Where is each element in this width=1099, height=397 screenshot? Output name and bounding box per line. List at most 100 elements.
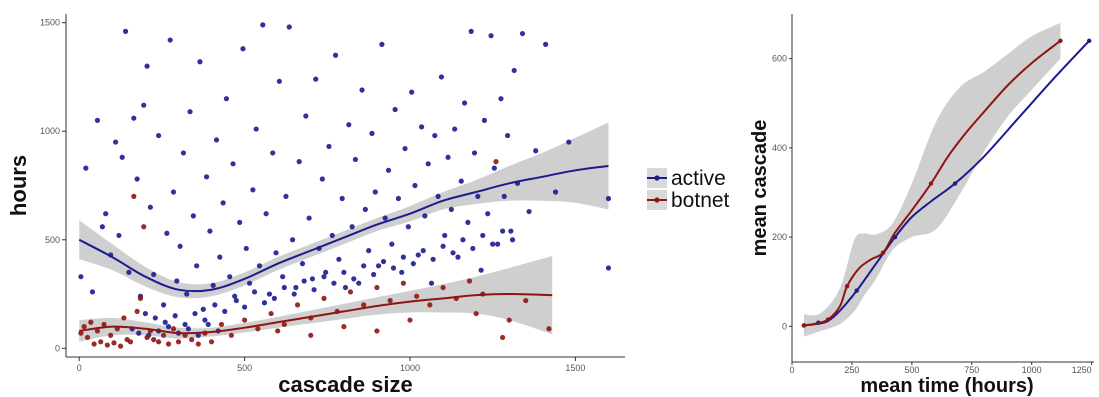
y-tick-label: 600 [772, 54, 787, 64]
active-point [361, 263, 367, 269]
active-point [184, 291, 190, 297]
active-point [311, 287, 317, 293]
botnet-point [506, 317, 512, 323]
active-point [470, 245, 476, 252]
active-point [152, 315, 158, 321]
active-point [471, 150, 478, 156]
active-point [313, 76, 319, 82]
botnet-point [108, 332, 114, 338]
botnet-point [165, 341, 172, 347]
botnet-point [407, 317, 413, 323]
active-point [243, 245, 249, 252]
active-point [220, 200, 226, 206]
active-point [164, 230, 170, 236]
active-point [103, 211, 109, 217]
active-point [329, 232, 335, 239]
active-point [468, 28, 474, 34]
y-tick-label: 1500 [40, 18, 60, 28]
botnet-confidence-band [803, 22, 1061, 337]
active-point [369, 130, 375, 136]
botnet-point [131, 193, 137, 199]
active-point [362, 206, 368, 212]
active-point [509, 237, 516, 243]
active-point [605, 265, 612, 271]
active-point [430, 256, 436, 262]
active-point [250, 187, 256, 193]
botnet-point [170, 326, 177, 332]
botnet-point [387, 297, 393, 304]
active-point [78, 274, 84, 280]
active-point [237, 219, 243, 226]
botnet-point [255, 326, 261, 332]
active-point [533, 148, 539, 154]
active-point [410, 261, 416, 267]
legend-label-botnet: botnet [671, 189, 730, 212]
botnet-point [104, 342, 110, 348]
botnet-mean-point [844, 283, 850, 289]
active-point [233, 297, 239, 304]
active-point [425, 161, 431, 167]
botnet-point [281, 321, 287, 328]
active-point [223, 96, 230, 102]
botnet-point [493, 159, 499, 165]
active-point [194, 263, 200, 269]
active-point [458, 178, 464, 184]
active-point [491, 165, 497, 171]
active-point [217, 254, 223, 260]
botnet-point [101, 321, 107, 328]
botnet-point [400, 280, 406, 286]
active-point [392, 106, 398, 113]
active-point [306, 215, 312, 221]
active-point [240, 46, 246, 52]
botnet-point [374, 328, 380, 334]
active-point [271, 295, 277, 301]
botnet-point [117, 343, 124, 349]
active-point [230, 161, 236, 167]
active-point [331, 280, 337, 286]
active-mean-line [803, 40, 1090, 327]
botnet-point [160, 332, 167, 338]
active-mean-point [1087, 38, 1092, 43]
active-point [319, 176, 325, 182]
botnet-point [127, 339, 134, 345]
legend-key-point-active [654, 175, 660, 181]
active-point [415, 252, 421, 258]
active-point [200, 306, 206, 312]
active-point [301, 278, 307, 284]
active-point [390, 265, 397, 271]
active-point [326, 143, 332, 150]
active-point [465, 219, 471, 226]
active-point [296, 159, 302, 165]
botnet-mean-point [1058, 38, 1063, 43]
botnet-point [98, 339, 104, 345]
active-point [174, 278, 180, 284]
botnet-point [218, 321, 225, 328]
active-point [359, 87, 365, 93]
active-smooth-line [78, 164, 609, 293]
botnet-point [347, 289, 354, 295]
active-point [352, 156, 359, 163]
active-point [450, 250, 456, 256]
active-point [309, 276, 316, 282]
active-point [232, 293, 238, 299]
active-point [202, 317, 208, 323]
botnet-point [208, 339, 215, 345]
botnet-point [361, 302, 367, 308]
active-point [192, 310, 198, 317]
active-point [162, 319, 168, 325]
active-point [253, 126, 259, 132]
active-point [508, 228, 514, 234]
botnet-point [84, 334, 91, 341]
active-point [566, 139, 572, 145]
active-point [260, 22, 266, 28]
active-point [336, 256, 342, 262]
active-point [375, 263, 382, 269]
active-point [147, 204, 153, 210]
active-point [270, 150, 276, 156]
active-point [142, 310, 148, 317]
y-axis-title: mean cascade [749, 120, 771, 257]
active-point [116, 232, 122, 239]
botnet-point [88, 319, 94, 325]
y-tick-label: 200 [772, 232, 787, 242]
